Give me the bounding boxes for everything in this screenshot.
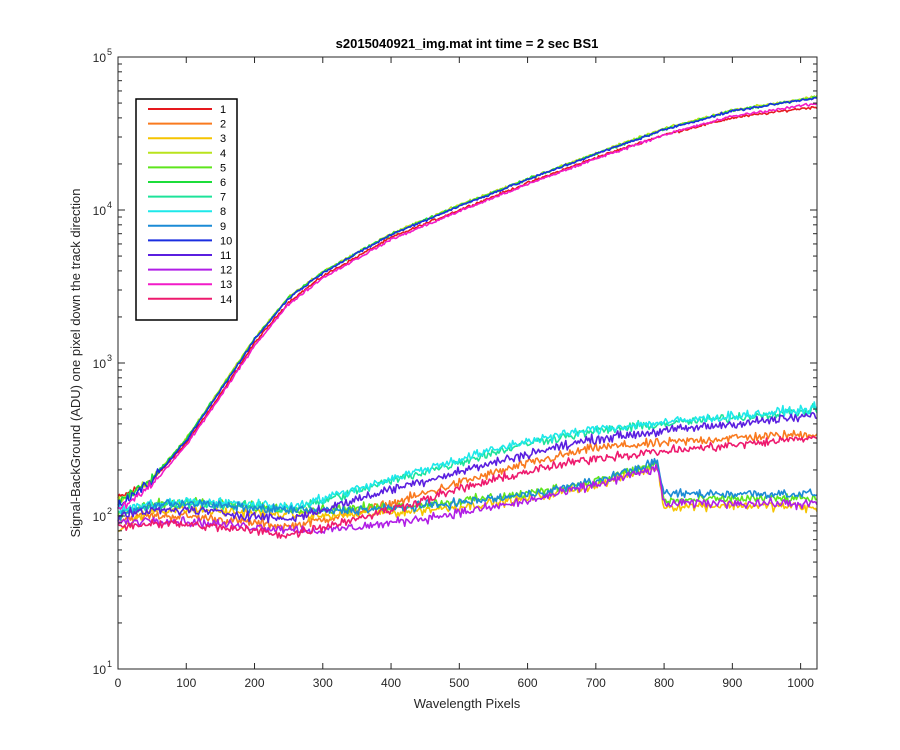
legend-label-8: 8 xyxy=(220,206,226,218)
legend-label-2: 2 xyxy=(220,119,226,131)
y-tick-exponent: 2 xyxy=(107,506,112,516)
series-layer xyxy=(117,94,818,539)
series-line-10 xyxy=(117,96,818,509)
series-line-9 xyxy=(117,457,818,521)
x-tick-label: 700 xyxy=(586,676,606,690)
y-tick-label: 10 xyxy=(93,510,107,524)
series-line-11 xyxy=(117,411,818,524)
x-axis-label: Wavelength Pixels xyxy=(414,696,521,711)
x-tick-label: 100 xyxy=(176,676,196,690)
x-tick-label: 200 xyxy=(245,676,265,690)
series-line-3 xyxy=(117,464,818,532)
x-tick-label: 800 xyxy=(654,676,674,690)
x-tick-label: 300 xyxy=(313,676,333,690)
x-tick-label: 400 xyxy=(381,676,401,690)
series-line-8 xyxy=(117,401,818,515)
series-line-13 xyxy=(117,102,818,510)
legend-label-3: 3 xyxy=(220,133,226,145)
x-tick-label: 1000 xyxy=(787,676,814,690)
legend-label-7: 7 xyxy=(220,192,226,204)
y-tick-label: 10 xyxy=(93,51,107,65)
chart-title: s2015040921_img.mat int time = 2 sec BS1 xyxy=(336,36,599,51)
y-tick-label: 10 xyxy=(93,357,107,371)
legend-label-11: 11 xyxy=(220,250,231,262)
legend-label-14: 14 xyxy=(220,294,232,306)
y-tick-exponent: 1 xyxy=(107,659,112,669)
y-tick-exponent: 4 xyxy=(107,200,112,210)
x-tick-label: 600 xyxy=(518,676,538,690)
x-tick-label: 900 xyxy=(722,676,742,690)
y-tick-exponent: 3 xyxy=(107,353,112,363)
legend-box xyxy=(135,98,238,321)
y-tick-label: 10 xyxy=(93,663,107,677)
legend-label-12: 12 xyxy=(220,265,232,277)
y-axis-label: Signal-BackGround (ADU) one pixel down t… xyxy=(68,188,83,537)
series-line-14 xyxy=(117,435,818,539)
legend-label-13: 13 xyxy=(220,279,232,291)
legend-label-1: 1 xyxy=(220,104,226,116)
x-tick-label: 0 xyxy=(115,676,122,690)
legend-label-5: 5 xyxy=(220,162,226,174)
legend-label-10: 10 xyxy=(220,235,232,247)
series-line-1 xyxy=(117,106,818,499)
y-tick-label: 10 xyxy=(93,204,107,218)
legend-label-4: 4 xyxy=(220,148,226,160)
y-tick-exponent: 5 xyxy=(107,47,112,57)
legend-label-9: 9 xyxy=(220,221,226,233)
x-tick-label: 500 xyxy=(449,676,469,690)
legend-label-6: 6 xyxy=(220,177,226,189)
